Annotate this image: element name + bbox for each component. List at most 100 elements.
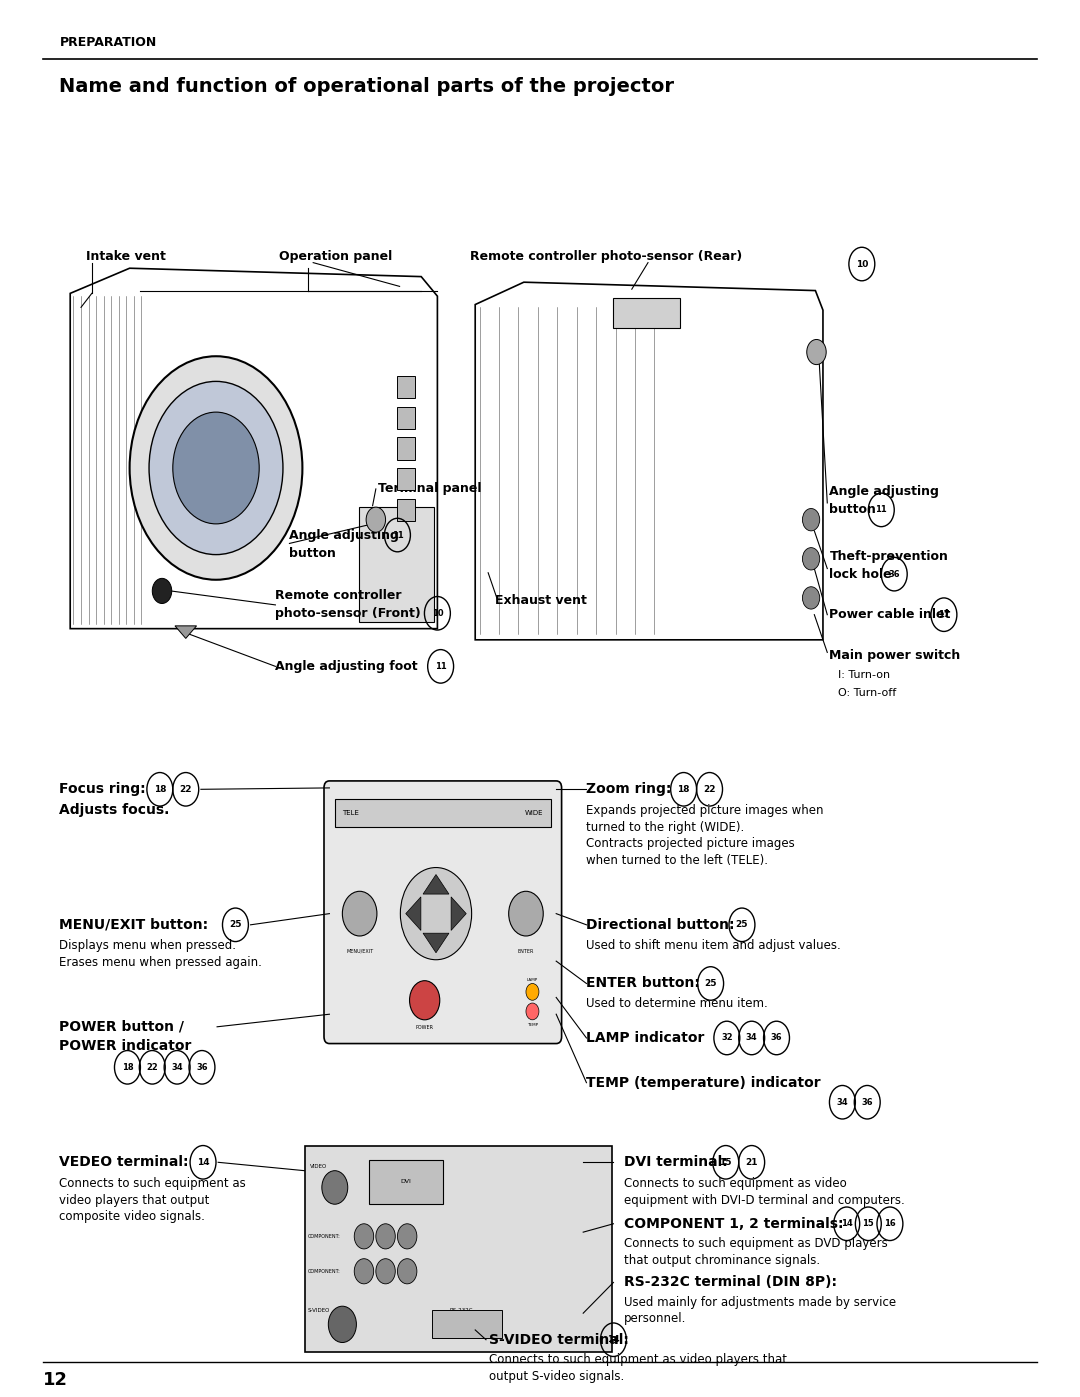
Text: Angle adjusting foot: Angle adjusting foot <box>275 659 418 673</box>
Text: Connects to such equipment as video: Connects to such equipment as video <box>624 1176 847 1190</box>
Circle shape <box>149 381 283 555</box>
Text: Main power switch: Main power switch <box>829 648 961 662</box>
Text: 10: 10 <box>432 609 443 617</box>
Text: 22: 22 <box>703 785 716 793</box>
Text: VEDEO terminal:: VEDEO terminal: <box>59 1155 189 1169</box>
Circle shape <box>526 1003 539 1020</box>
Circle shape <box>397 1224 417 1249</box>
Text: S-VIDEO: S-VIDEO <box>308 1308 330 1313</box>
Text: ENTER button:: ENTER button: <box>586 977 700 990</box>
Text: 14: 14 <box>841 1220 852 1228</box>
Text: Displays menu when pressed.: Displays menu when pressed. <box>59 939 237 953</box>
Text: COMPONENT:: COMPONENT: <box>308 1234 340 1239</box>
Text: 11: 11 <box>876 506 887 514</box>
Circle shape <box>802 548 820 570</box>
Text: Erases menu when pressed again.: Erases menu when pressed again. <box>59 956 262 970</box>
Text: S-VIDEO terminal:: S-VIDEO terminal: <box>489 1333 630 1347</box>
Text: Used to shift menu item and adjust values.: Used to shift menu item and adjust value… <box>586 939 841 953</box>
Text: 15: 15 <box>719 1158 732 1166</box>
Circle shape <box>802 587 820 609</box>
Circle shape <box>409 981 440 1020</box>
Circle shape <box>328 1306 356 1343</box>
FancyBboxPatch shape <box>305 1146 612 1352</box>
Circle shape <box>354 1259 374 1284</box>
Text: 36: 36 <box>889 570 900 578</box>
Text: RS-232C: RS-232C <box>449 1308 473 1313</box>
Circle shape <box>152 578 172 604</box>
Text: Adjusts focus.: Adjusts focus. <box>59 803 170 817</box>
FancyBboxPatch shape <box>359 507 434 622</box>
Circle shape <box>376 1259 395 1284</box>
Text: LAMP indicator: LAMP indicator <box>586 1031 705 1045</box>
Circle shape <box>366 507 386 532</box>
Circle shape <box>401 868 472 960</box>
Text: Directional button:: Directional button: <box>586 918 735 932</box>
Text: POWER indicator: POWER indicator <box>59 1039 192 1053</box>
FancyBboxPatch shape <box>432 1310 502 1338</box>
Text: 18: 18 <box>677 785 690 793</box>
Text: 14: 14 <box>197 1158 210 1166</box>
Polygon shape <box>175 626 197 638</box>
Circle shape <box>342 891 377 936</box>
Text: Name and function of operational parts of the projector: Name and function of operational parts o… <box>59 77 674 96</box>
Text: VIDEO: VIDEO <box>310 1164 327 1169</box>
Text: TEMP: TEMP <box>527 1023 538 1027</box>
Text: 17: 17 <box>939 610 949 619</box>
Text: ENTER: ENTER <box>517 949 535 954</box>
FancyBboxPatch shape <box>324 781 562 1044</box>
Text: 16: 16 <box>885 1220 895 1228</box>
Text: Used mainly for adjustments made by service: Used mainly for adjustments made by serv… <box>624 1295 896 1309</box>
Text: MENU/EXIT button:: MENU/EXIT button: <box>59 918 208 932</box>
Text: 25: 25 <box>735 921 748 929</box>
Text: 25: 25 <box>229 921 242 929</box>
Text: Theft-prevention: Theft-prevention <box>829 549 948 563</box>
Text: Angle adjusting: Angle adjusting <box>289 528 400 542</box>
Circle shape <box>802 509 820 531</box>
Text: Connects to such equipment as: Connects to such equipment as <box>59 1176 246 1190</box>
Text: I: Turn-on: I: Turn-on <box>838 669 890 680</box>
Polygon shape <box>423 933 449 953</box>
Text: COMPONENT 1, 2 terminals:: COMPONENT 1, 2 terminals: <box>624 1217 843 1231</box>
Circle shape <box>509 891 543 936</box>
Text: Contracts projected picture images: Contracts projected picture images <box>586 837 795 851</box>
Circle shape <box>130 356 302 580</box>
Text: 15: 15 <box>863 1220 874 1228</box>
Text: Connects to such equipment as DVD players: Connects to such equipment as DVD player… <box>624 1236 888 1250</box>
Text: POWER: POWER <box>416 1025 434 1031</box>
Text: 34: 34 <box>837 1098 848 1106</box>
FancyBboxPatch shape <box>335 799 551 827</box>
Text: 32: 32 <box>721 1034 732 1042</box>
Text: button: button <box>289 546 336 560</box>
Polygon shape <box>475 282 823 640</box>
Text: WIDE: WIDE <box>525 810 543 816</box>
Text: 36: 36 <box>862 1098 873 1106</box>
Text: Terminal panel: Terminal panel <box>378 482 482 496</box>
Polygon shape <box>406 897 421 930</box>
Text: turned to the right (WIDE).: turned to the right (WIDE). <box>586 820 745 834</box>
Text: 11: 11 <box>392 531 403 539</box>
FancyBboxPatch shape <box>369 1160 443 1204</box>
Text: COMPONENT:: COMPONENT: <box>308 1268 340 1274</box>
Text: 11: 11 <box>435 662 446 671</box>
Text: 34: 34 <box>746 1034 757 1042</box>
Text: Zoom ring:: Zoom ring: <box>586 782 672 796</box>
Text: Focus ring:: Focus ring: <box>59 782 146 796</box>
Circle shape <box>376 1224 395 1249</box>
Polygon shape <box>423 875 449 894</box>
Text: 18: 18 <box>122 1063 133 1071</box>
Polygon shape <box>70 268 437 629</box>
Text: 14: 14 <box>607 1336 620 1344</box>
Text: Angle adjusting: Angle adjusting <box>829 485 940 499</box>
Text: 22: 22 <box>179 785 192 793</box>
Text: photo-sensor (Front): photo-sensor (Front) <box>275 606 421 620</box>
Text: 18: 18 <box>153 785 166 793</box>
Text: 12: 12 <box>43 1372 68 1389</box>
Text: POWER button /: POWER button / <box>59 1020 185 1034</box>
Text: RS-232C terminal (DIN 8P):: RS-232C terminal (DIN 8P): <box>624 1275 837 1289</box>
Text: Used to determine menu item.: Used to determine menu item. <box>586 996 768 1010</box>
Text: Connects to such equipment as video players that: Connects to such equipment as video play… <box>489 1352 787 1366</box>
Text: TEMP (temperature) indicator: TEMP (temperature) indicator <box>586 1076 821 1090</box>
Circle shape <box>322 1171 348 1204</box>
Text: Remote controller: Remote controller <box>275 588 402 602</box>
FancyBboxPatch shape <box>397 376 415 398</box>
